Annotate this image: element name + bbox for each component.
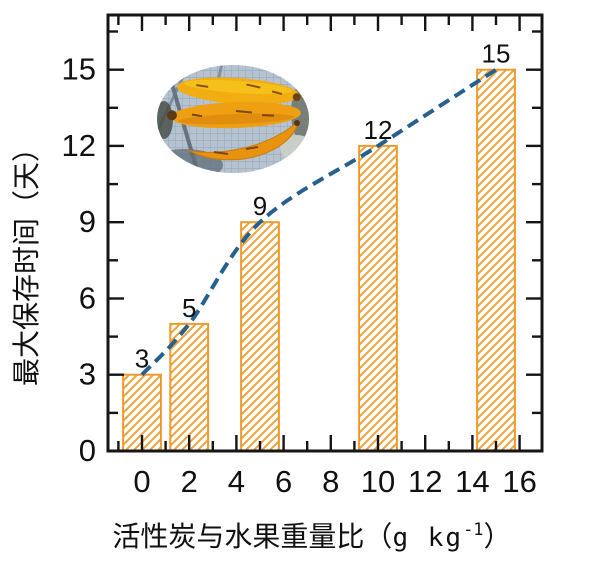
y-tick-label-12: 12 bbox=[62, 128, 96, 163]
bar-5 bbox=[240, 221, 280, 452]
bar-value-label-15: 15 bbox=[482, 39, 511, 69]
bananas-photo bbox=[157, 65, 309, 173]
banana-shade bbox=[178, 113, 295, 125]
bar-value-labels: 3 5 9 12 15 bbox=[135, 39, 511, 374]
banana-spots bbox=[196, 83, 283, 96]
y-tick-label-0: 0 bbox=[79, 433, 96, 468]
axis-ticks bbox=[109, 16, 541, 453]
banana-middle bbox=[166, 101, 301, 129]
banana-top bbox=[177, 77, 301, 105]
x-tick-label-6: 6 bbox=[275, 464, 292, 499]
bar-15 bbox=[476, 68, 516, 452]
bar-value-label-5: 5 bbox=[182, 293, 196, 323]
y-tick-label-3: 3 bbox=[79, 357, 96, 392]
x-tick-label-12: 12 bbox=[408, 464, 442, 499]
y-tick-label-15: 15 bbox=[62, 52, 96, 87]
y-tick-label-6: 6 bbox=[79, 281, 96, 316]
x-tick-label-16: 16 bbox=[502, 464, 536, 499]
y-tick-label-9: 9 bbox=[79, 204, 96, 239]
x-tick-label-0: 0 bbox=[133, 464, 150, 499]
bar-value-label-12: 12 bbox=[364, 115, 393, 145]
x-tick-label-2: 2 bbox=[181, 464, 198, 499]
x-tick-label-8: 8 bbox=[322, 464, 339, 499]
x-tick-label-10: 10 bbox=[361, 464, 395, 499]
trend-line bbox=[140, 68, 498, 377]
banana-spots bbox=[191, 110, 275, 118]
plot-frame bbox=[106, 13, 544, 453]
x-axis-title: 活性炭与水果重量比（g kg-1） bbox=[112, 520, 511, 553]
x-tick-label-4: 4 bbox=[228, 464, 245, 499]
bar-2 bbox=[169, 322, 210, 452]
banana-spots bbox=[213, 146, 259, 155]
x-tick-label-14: 14 bbox=[455, 464, 489, 499]
banana-stem bbox=[166, 110, 177, 121]
banana-highlight bbox=[184, 79, 293, 95]
photo-dark-tip bbox=[157, 101, 173, 139]
bar-value-label-3: 3 bbox=[135, 344, 149, 374]
banana-tip bbox=[292, 93, 301, 102]
y-axis-title: 最大保存时间（天） bbox=[11, 134, 42, 386]
bar-value-label-9: 9 bbox=[253, 191, 267, 221]
banana-tip bbox=[294, 120, 300, 126]
bar-10 bbox=[358, 144, 398, 452]
